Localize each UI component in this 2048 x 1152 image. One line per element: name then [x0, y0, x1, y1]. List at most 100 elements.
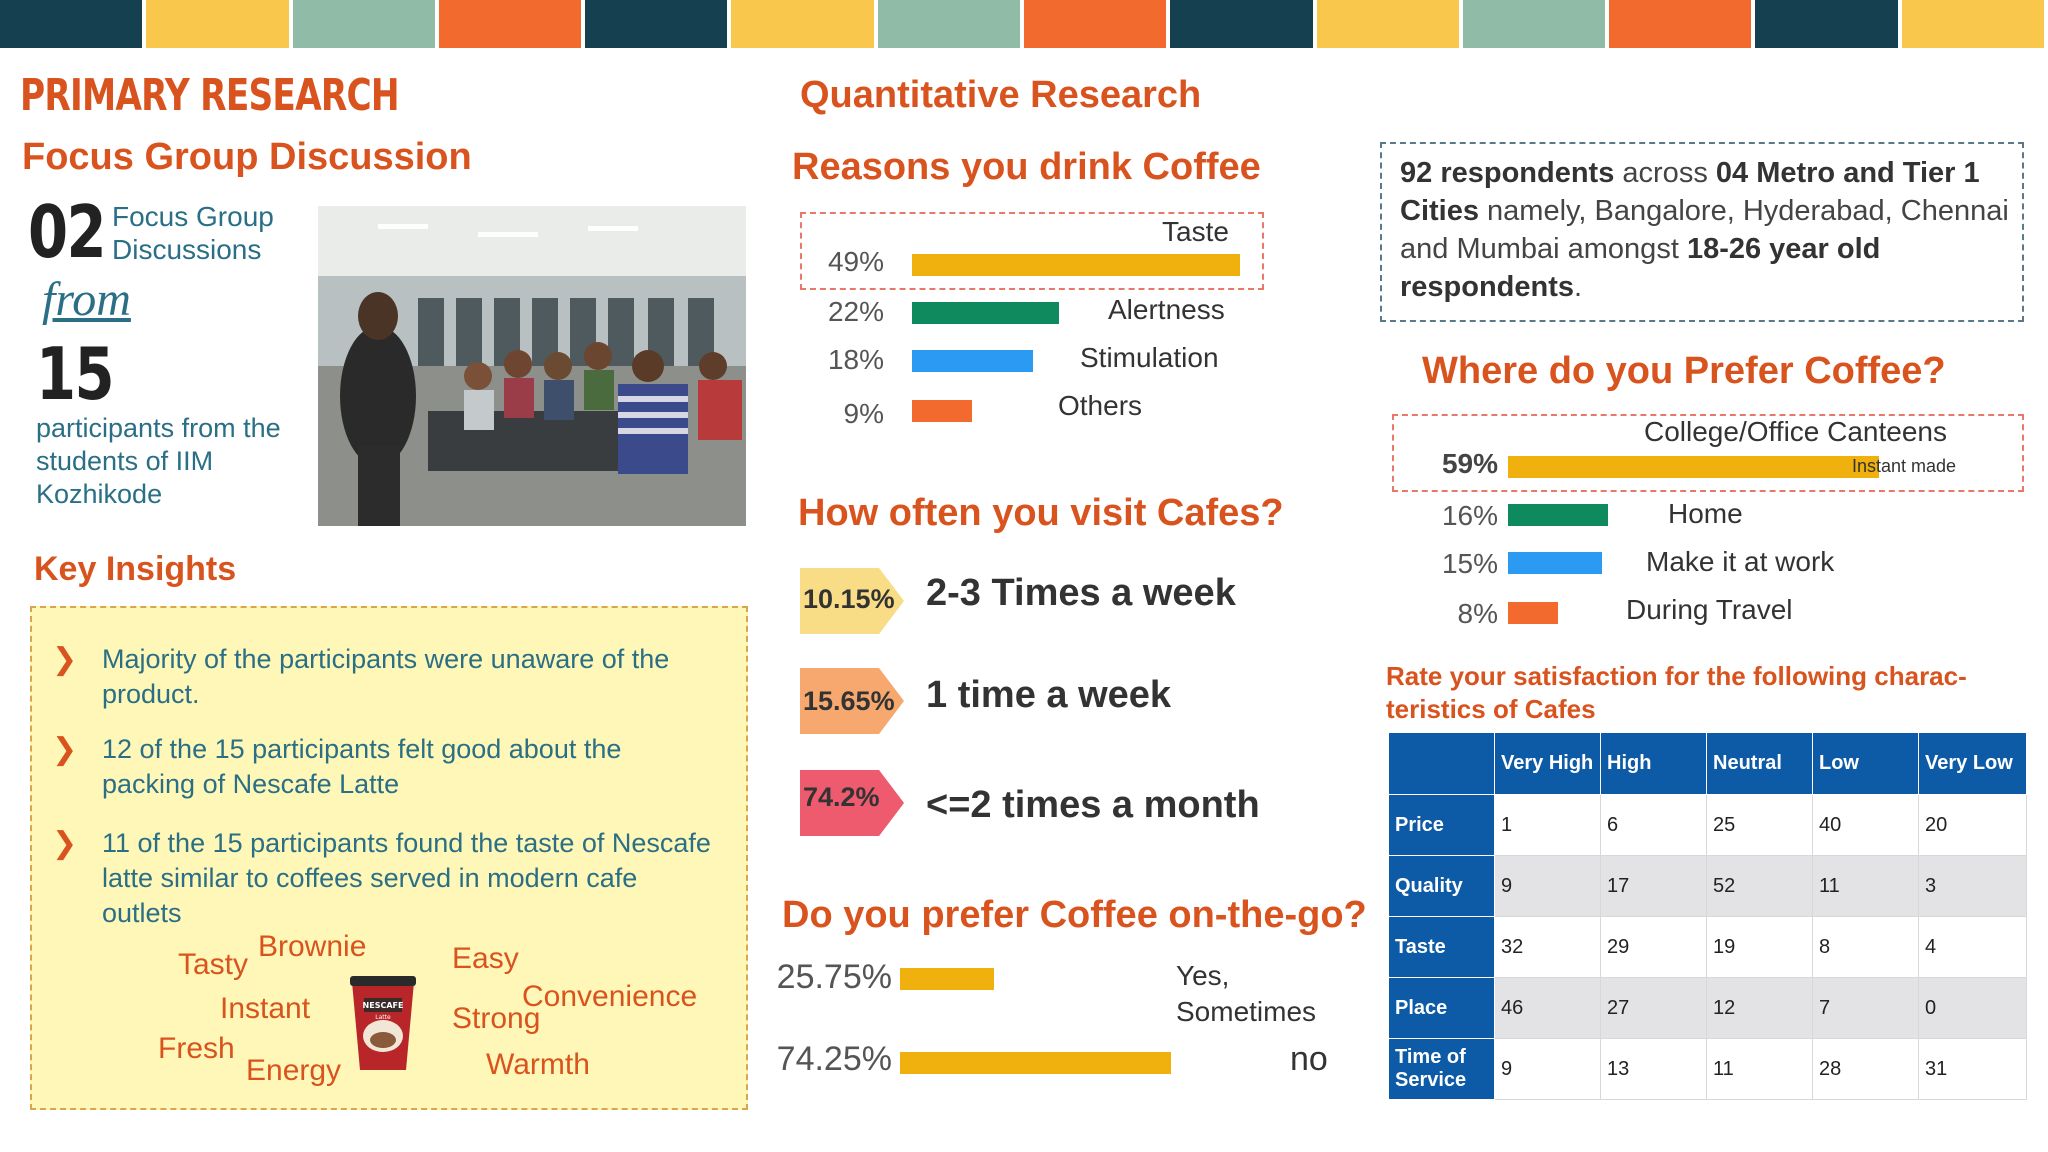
- insight-item: ❯ 12 of the 15 participants felt good ab…: [52, 732, 712, 802]
- prefer-pct: 15%: [1441, 548, 1498, 579]
- onthego-label: no: [1290, 1040, 1328, 1078]
- visit-badge: [800, 770, 904, 836]
- column-header: Very Low: [1918, 732, 2027, 795]
- insight-text: 11 of the 15 participants found the tast…: [102, 828, 711, 928]
- table-row: Quality 9 17 52 11 3: [1388, 855, 2027, 917]
- visit-pct: 15.65%: [803, 686, 895, 716]
- table-cell: 1: [1494, 794, 1601, 856]
- prefer-pct: 16%: [1441, 500, 1498, 531]
- table-cell: 3: [1918, 855, 2027, 917]
- top-reason-highlight: [800, 212, 1264, 290]
- from-text: from: [42, 273, 131, 326]
- word-cloud-item: Strong: [452, 1002, 541, 1035]
- reason-label: Others: [1058, 390, 1143, 421]
- respondents-text: .: [1574, 271, 1583, 303]
- prefer-bar: [1508, 456, 1879, 478]
- prefer-pct: 8%: [1457, 598, 1498, 629]
- prefer-bar: [1508, 504, 1608, 526]
- visit-badge: [800, 668, 904, 734]
- visit-label: 2-3 Times a week: [926, 572, 1236, 614]
- word-cloud-item: Energy: [246, 1054, 342, 1087]
- table-cell: 46: [1494, 977, 1601, 1039]
- table-cell: 4: [1918, 916, 2027, 978]
- prefer-bar: [1508, 552, 1602, 574]
- word-cloud-item: Brownie: [258, 930, 367, 963]
- row-header: Price: [1388, 794, 1495, 856]
- prefer-bar: [1508, 602, 1558, 624]
- chevron-right-icon: ❯: [52, 733, 78, 766]
- column-header: Very High: [1494, 732, 1601, 795]
- prefer-label: Home: [1668, 498, 1743, 529]
- insight-item: ❯ Majority of the participants were unaw…: [52, 642, 712, 712]
- word-cloud-item: Instant: [220, 992, 311, 1025]
- visit-label: <=2 times a month: [926, 784, 1260, 826]
- table-cell: 19: [1706, 916, 1813, 978]
- coffee-cup-image: NESCAFE Latte: [348, 974, 418, 1074]
- row-header: Place: [1388, 977, 1495, 1039]
- stripe-segment: [1462, 0, 1606, 48]
- stripe-segment: [146, 0, 289, 48]
- prefer-pct: 59%: [1441, 448, 1498, 479]
- reason-bar: [912, 350, 1033, 372]
- onthego-pct: 74.25%: [776, 1040, 892, 1078]
- table-cell: 29: [1600, 916, 1707, 978]
- stripe-segment: [877, 0, 1020, 48]
- prefer-note: Instant made: [1852, 456, 1957, 476]
- prefer-label: College/Office Canteens: [1644, 416, 1947, 447]
- table-cell: 40: [1812, 794, 1919, 856]
- prefer-label: Make it at work: [1646, 546, 1835, 577]
- respondent-age: 18-26 year old respondents: [1400, 233, 1881, 303]
- insight-item: ❯ 11 of the 15 participants found the ta…: [52, 826, 712, 931]
- section-title: PRIMARY RESEARCH: [20, 70, 400, 121]
- reason-pct: 18%: [827, 344, 884, 375]
- stripe-segment: [438, 0, 582, 48]
- onthego-title: Do you prefer Coffee on-the-go?: [782, 894, 1367, 936]
- reasons-title: Reasons you drink Coffee: [792, 146, 1261, 188]
- color-stripe: [0, 0, 2048, 48]
- column-header: High: [1600, 732, 1707, 795]
- reason-bar: [912, 302, 1059, 324]
- table-cell: 13: [1600, 1038, 1707, 1100]
- reason-label: Alertness: [1108, 294, 1225, 325]
- fgd-count: 02: [28, 190, 107, 274]
- key-insights-title: Key Insights: [34, 550, 237, 588]
- chevron-right-icon: ❯: [52, 643, 78, 676]
- table-cell: 20: [1918, 794, 2027, 856]
- column-header: Low: [1812, 732, 1919, 795]
- stripe-segment: [1901, 0, 2044, 48]
- table-cell: 9: [1494, 1038, 1601, 1100]
- stripe-segment: [585, 0, 728, 48]
- chevron-right-icon: ❯: [52, 827, 78, 860]
- table-cell: 25: [1706, 794, 1813, 856]
- table-cell: 11: [1812, 855, 1919, 917]
- prefer-label: During Travel: [1626, 594, 1793, 625]
- reason-pct: 9%: [843, 398, 884, 429]
- table-cell: 0: [1918, 977, 2027, 1039]
- table-row: Time of Service 9 13 11 28 31: [1388, 1038, 2027, 1100]
- reason-pct: 22%: [827, 296, 884, 327]
- reason-label: Stimulation: [1080, 342, 1219, 373]
- satisfaction-title: Rate your satisfaction for the following…: [1386, 661, 1967, 724]
- table-cell: 12: [1706, 977, 1813, 1039]
- reason-bar: [912, 400, 972, 422]
- stripe-segment: [1755, 0, 1898, 48]
- stripe-segment: [1170, 0, 1313, 48]
- table-cell: 8: [1812, 916, 1919, 978]
- onthego-pct: 25.75%: [776, 958, 892, 996]
- table-cell: 11: [1706, 1038, 1813, 1100]
- visit-label: 1 time a week: [926, 674, 1172, 716]
- svg-text:Latte: Latte: [375, 1014, 391, 1021]
- table-cell: 32: [1494, 916, 1601, 978]
- stripe-segment: [292, 0, 435, 48]
- table-cell: 27: [1600, 977, 1707, 1039]
- visits-title: How often you visit Cafes?: [798, 492, 1284, 534]
- onthego-bar: [900, 1052, 1171, 1074]
- column-header: Neutral: [1706, 732, 1813, 795]
- word-cloud-item: Tasty: [178, 948, 249, 981]
- respondents-text: across: [1614, 157, 1716, 189]
- reason-label: Taste: [1162, 216, 1229, 247]
- participant-count: 15: [36, 332, 115, 416]
- focus-group-photo: [318, 206, 746, 526]
- visit-pct: 10.15%: [803, 584, 895, 614]
- table-row: Price 1 6 25 40 20: [1388, 794, 2027, 856]
